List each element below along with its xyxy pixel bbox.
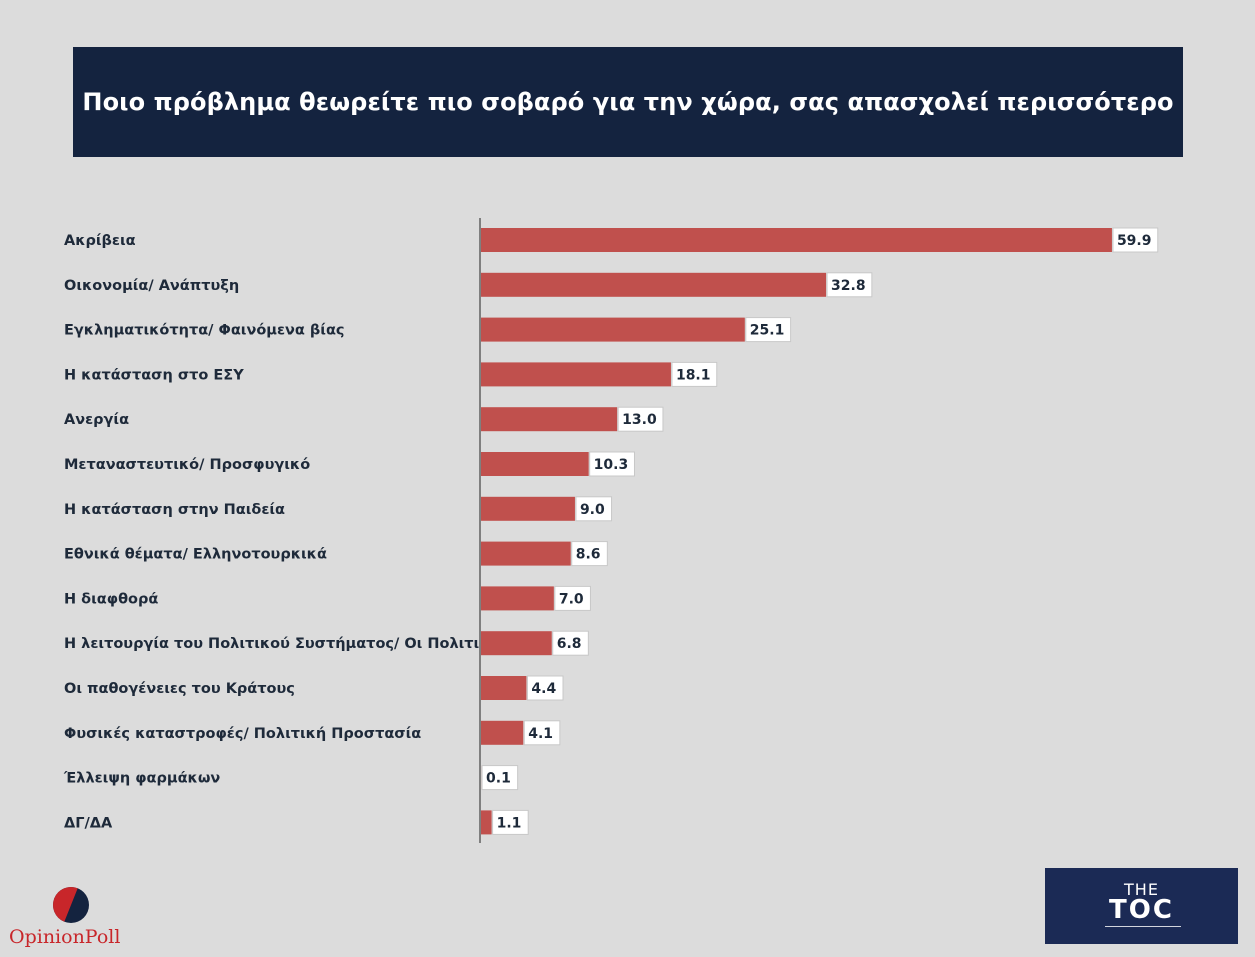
category-label: Ανεργία	[64, 412, 129, 428]
data-label-box	[526, 675, 564, 701]
bar	[480, 228, 1112, 252]
data-label-box	[745, 317, 792, 343]
bar	[480, 586, 554, 611]
category-label: Οικονομία/ Ανάπτυξη	[64, 278, 239, 294]
data-label-box	[826, 272, 873, 298]
data-label-box	[575, 496, 613, 522]
data-label: 0.1	[486, 771, 511, 787]
category-label: Φυσικές καταστροφές/ Πολιτική Προστασία	[64, 726, 421, 742]
bar	[480, 362, 671, 387]
category-label: Μεταναστευτικό/ Προσφυγικό	[64, 457, 310, 473]
bar	[480, 496, 575, 521]
data-label-box	[523, 720, 561, 746]
toc-underline	[1105, 926, 1181, 927]
data-label: 25.1	[750, 323, 785, 339]
category-label: Η λειτουργία του Πολιτικού Συστήματος/ Ο…	[64, 636, 505, 652]
title-banner: Ποιο πρόβλημα θεωρείτε πιο σοβαρό για τη…	[73, 47, 1183, 157]
bar	[480, 676, 527, 700]
bar	[480, 720, 524, 745]
data-label-box	[492, 809, 529, 835]
data-label-box	[552, 630, 589, 656]
data-label: 32.8	[831, 278, 866, 294]
data-label: 8.6	[576, 547, 601, 563]
the-toc-logo: THE TOC	[1045, 868, 1238, 944]
data-label: 1.1	[497, 815, 522, 831]
opinion-poll-logo-text: OpinionPoll	[9, 926, 121, 948]
category-label: Η κατάσταση στο ΕΣΥ	[64, 367, 244, 383]
category-label: Η διαφθορά	[64, 591, 158, 607]
bar	[480, 317, 745, 342]
data-label: 9.0	[580, 502, 605, 518]
data-label: 59.9	[1117, 233, 1152, 249]
bar	[480, 631, 552, 656]
data-label-box	[571, 541, 608, 567]
data-label: 4.4	[531, 681, 556, 697]
data-label: 7.0	[559, 591, 584, 607]
category-label: Οι παθογένειες του Κράτους	[64, 681, 295, 697]
data-label-box	[1112, 227, 1159, 253]
opinion-poll-logo: OpinionPoll	[6, 884, 131, 950]
data-label: 13.0	[622, 412, 657, 428]
bar	[480, 541, 571, 566]
bar	[480, 407, 618, 432]
data-label-box	[671, 361, 718, 387]
bar	[480, 810, 492, 835]
data-label-box	[617, 406, 664, 432]
chart-title: Ποιο πρόβλημα θεωρείτε πιο σοβαρό για τη…	[82, 88, 1174, 116]
data-label-box	[589, 451, 635, 477]
category-label: ΔΓ/ΔΑ	[64, 815, 113, 831]
data-label-box	[554, 585, 591, 611]
bar	[480, 452, 589, 476]
category-label: Εγκληματικότητα/ Φαινόμενα βίας	[64, 323, 345, 339]
category-label: Ακρίβεια	[64, 233, 136, 249]
toc-main-text: TOC	[1109, 895, 1174, 925]
data-label: 4.1	[528, 726, 553, 742]
category-label: Έλλειψη φαρμάκων	[63, 771, 220, 787]
category-label: Η κατάσταση στην Παιδεία	[64, 502, 285, 518]
toc-the-text: THE	[1124, 880, 1159, 899]
opinion-poll-circle-icon	[53, 887, 89, 923]
data-label: 6.8	[557, 636, 582, 652]
bar	[480, 272, 827, 297]
data-label-box	[481, 765, 519, 791]
data-label: 10.3	[594, 457, 629, 473]
category-label: Εθνικά θέματα/ Ελληνοτουρκικά	[64, 547, 327, 563]
data-label: 18.1	[676, 367, 711, 383]
